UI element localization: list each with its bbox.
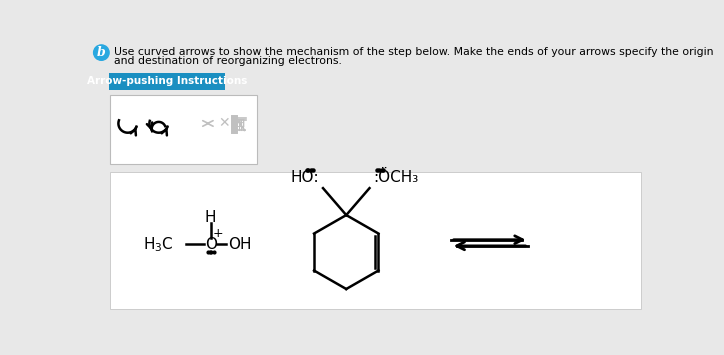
FancyBboxPatch shape: [109, 73, 225, 89]
FancyBboxPatch shape: [110, 95, 257, 164]
FancyBboxPatch shape: [110, 172, 641, 309]
Text: $\mathregular{H_3C}$: $\mathregular{H_3C}$: [143, 235, 174, 254]
Text: +: +: [212, 227, 223, 240]
Text: OH: OH: [227, 237, 251, 252]
Text: :ÖCH₃: :ÖCH₃: [374, 170, 418, 185]
Text: HÖ:: HÖ:: [290, 170, 319, 185]
Text: O: O: [205, 237, 216, 252]
Text: b: b: [97, 47, 106, 60]
Text: ⊞: ⊞: [235, 117, 245, 130]
Text: and destination of reorganizing electrons.: and destination of reorganizing electron…: [114, 56, 342, 66]
Circle shape: [93, 45, 109, 60]
Text: Use curved arrows to show the mechanism of the step below. Make the ends of your: Use curved arrows to show the mechanism …: [114, 47, 713, 57]
Text: Arrow-pushing Instructions: Arrow-pushing Instructions: [87, 76, 248, 86]
Text: ✕: ✕: [218, 116, 230, 130]
Text: H: H: [205, 210, 216, 225]
